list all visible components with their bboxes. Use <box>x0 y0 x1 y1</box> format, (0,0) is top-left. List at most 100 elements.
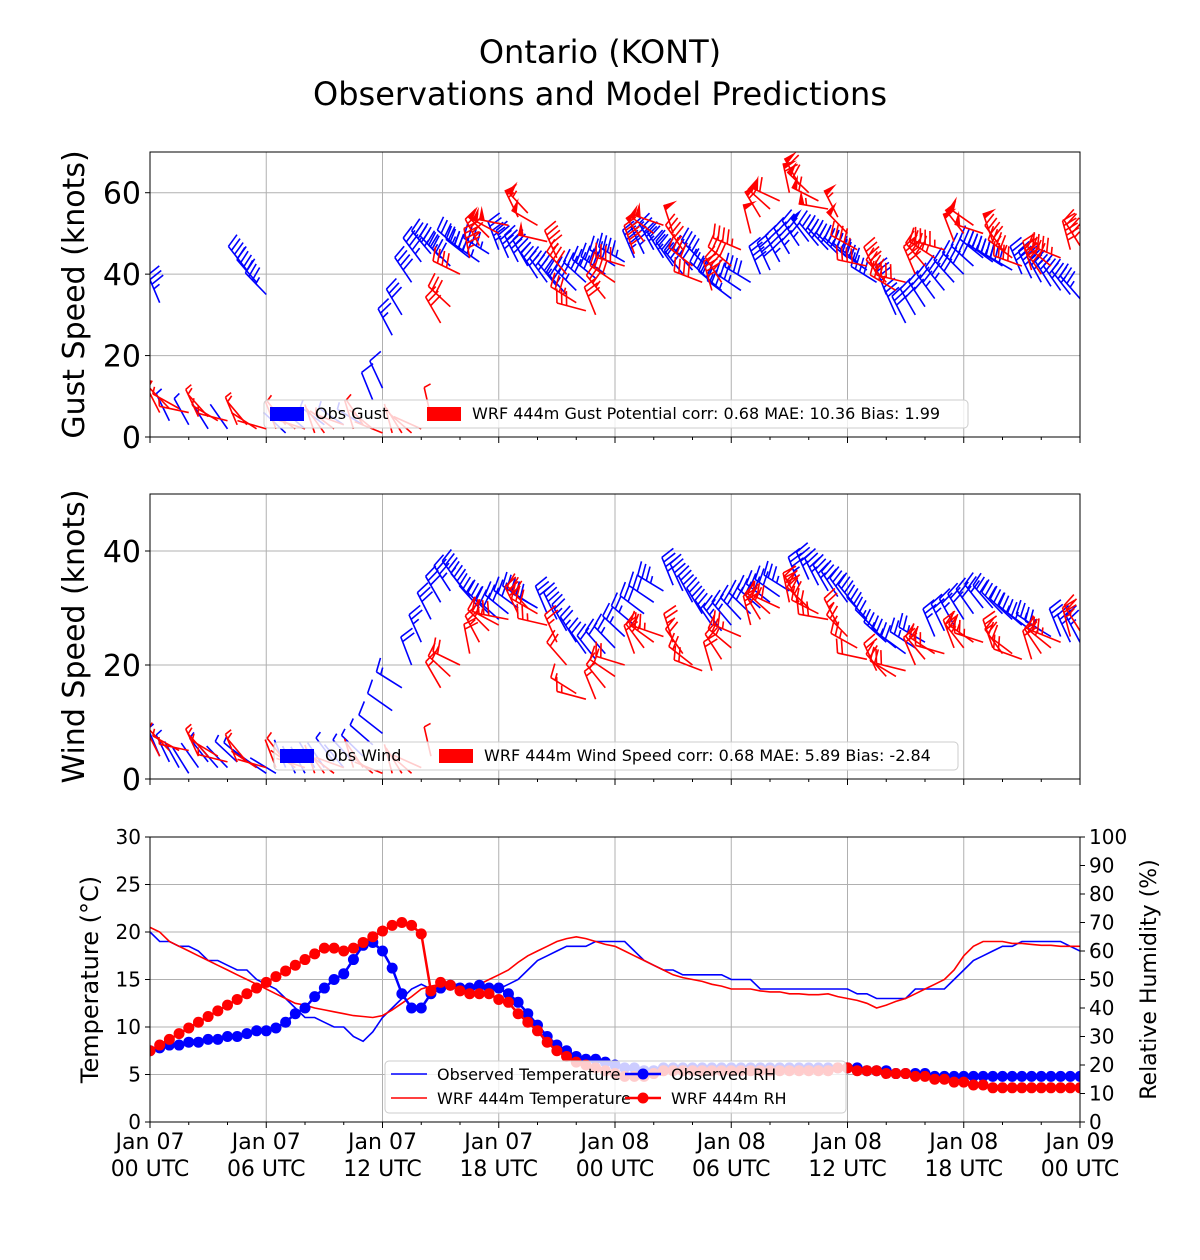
wind-barb <box>209 403 229 430</box>
rh-marker <box>900 1068 912 1080</box>
series-obs <box>150 542 1080 774</box>
rh-marker <box>967 1070 979 1082</box>
x-tick-label-time: 18 UTC <box>924 1157 1003 1182</box>
wind-barb <box>546 238 568 275</box>
wind-barb <box>230 750 257 769</box>
wind-barb <box>1059 263 1080 300</box>
y2-tick-label: 60 <box>1089 939 1114 963</box>
rh-marker <box>1035 1082 1047 1094</box>
rh-marker <box>1045 1070 1057 1082</box>
y-tick-label: 5 <box>128 1063 141 1087</box>
rh-marker <box>251 1025 263 1037</box>
rh-marker <box>270 1022 282 1034</box>
legend-label: Observed Temperature <box>437 1065 620 1084</box>
wind-barb <box>408 604 423 643</box>
legend: Observed Temperature WRF 444m Temperature… <box>384 1060 847 1114</box>
legend-swatch <box>280 749 314 763</box>
rh-marker <box>212 1005 224 1017</box>
wind-barb <box>948 196 974 226</box>
y-axis-label: Wind Speed (knots) <box>57 489 92 783</box>
wind-barb <box>914 226 945 251</box>
wind-barb <box>953 618 984 643</box>
wind-barb <box>180 742 200 769</box>
x-tick-label-time: 00 UTC <box>1041 1157 1120 1182</box>
wind-barb <box>1032 616 1061 643</box>
rh-marker <box>241 1028 253 1040</box>
x-tick-label-time: 00 UTC <box>111 1157 190 1182</box>
wind-barb <box>158 736 189 752</box>
wind-barb <box>752 175 781 202</box>
rh-marker <box>997 1070 1008 1082</box>
wind-barb <box>546 629 568 666</box>
wind-barb <box>432 246 461 275</box>
legend-label: Obs Wind <box>325 746 401 765</box>
rh-marker <box>289 1008 301 1020</box>
wind-barb <box>568 617 587 655</box>
rh-marker <box>977 1079 989 1091</box>
rh-marker <box>561 1050 573 1062</box>
wind-barb <box>158 399 189 414</box>
rh-marker <box>502 988 514 1000</box>
legend-label: WRF 444m Wind Speed corr: 0.68 MAE: 5.89… <box>484 746 931 765</box>
wind-barb <box>763 560 790 592</box>
rh-marker <box>406 1002 418 1014</box>
rh-marker <box>454 985 466 997</box>
wind-barb <box>628 571 655 603</box>
x-tick-label-date: Jan 09 <box>1044 1130 1115 1155</box>
wind-barb <box>619 581 645 615</box>
rh-marker <box>522 1016 534 1028</box>
wind-barb <box>433 554 451 592</box>
rh-marker <box>309 948 321 960</box>
rh-marker <box>377 925 388 937</box>
wind-barb <box>889 617 916 649</box>
y-tick-label: 40 <box>103 258 141 293</box>
wind-barb <box>830 618 858 649</box>
rh-marker <box>241 988 253 1000</box>
rh-marker <box>338 968 350 980</box>
wind-barb <box>875 648 906 672</box>
wind-barb <box>914 630 945 655</box>
rh-marker <box>280 1016 292 1028</box>
wind-barb <box>583 277 601 316</box>
rh-marker <box>522 1008 534 1020</box>
rh-marker <box>415 1002 427 1014</box>
wind-barb <box>543 582 560 620</box>
figure-title-line1: Ontario (KONT) <box>479 33 721 71</box>
wind-barb <box>214 734 238 763</box>
wind-barb <box>416 582 434 620</box>
legend-label: WRF 444m Gust Potential corr: 0.68 MAE: … <box>472 404 940 423</box>
wind-barb <box>796 599 829 621</box>
wind-barb <box>537 250 558 287</box>
rh-marker <box>328 974 340 985</box>
y-tick-label: 60 <box>103 177 141 212</box>
rh-marker <box>396 988 408 1000</box>
wind-barb <box>562 248 587 283</box>
y-tick-label: 40 <box>103 535 141 570</box>
x-tick-label-time: 18 UTC <box>459 1157 538 1182</box>
rh-marker <box>851 1065 863 1077</box>
rh-marker <box>150 1045 156 1057</box>
rh-marker <box>1055 1070 1067 1082</box>
wind-barb <box>191 733 219 757</box>
y-tick-label: 25 <box>116 873 141 897</box>
rh-marker <box>1074 1070 1080 1082</box>
rh-marker <box>1026 1082 1038 1094</box>
wind-barb <box>484 581 509 615</box>
wind-barb <box>751 580 781 609</box>
y2-tick-label: 100 <box>1089 825 1127 849</box>
rh-marker <box>231 1031 243 1042</box>
x-tick-label-time: 06 UTC <box>692 1157 771 1182</box>
rh-marker <box>997 1082 1008 1094</box>
rh-marker <box>502 996 514 1008</box>
y-tick-label: 0 <box>122 763 141 798</box>
rh-marker <box>183 1022 195 1034</box>
axes-frame <box>149 493 1081 780</box>
wind-barb <box>152 386 180 410</box>
rh-marker <box>192 1016 204 1028</box>
wind-barb <box>249 757 277 774</box>
panel-1: 0 20 40 60 Gust Speed (knots) Obs Gust WRF 444… <box>57 150 1081 456</box>
rh-marker <box>541 1036 553 1048</box>
wind-barb <box>516 603 548 626</box>
wind-barb <box>467 206 490 239</box>
rh-marker <box>938 1073 950 1085</box>
